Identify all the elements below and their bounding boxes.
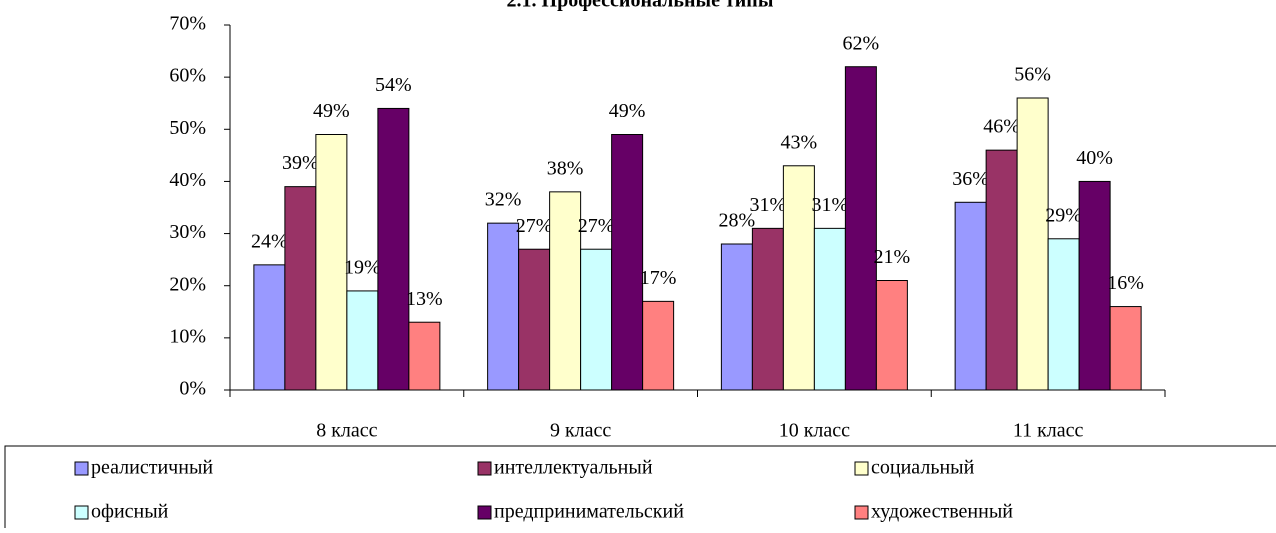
bar [487,222,520,391]
bar [642,300,675,391]
value-label: 24% [251,230,288,252]
value-label: 46% [983,116,1020,138]
legend-label: офисный [91,501,169,523]
y-tick-label: 60% [169,65,206,87]
bar [1047,238,1080,391]
value-label: 49% [313,100,350,122]
value-label: 39% [282,152,319,174]
value-label: 31% [812,194,849,216]
x-tick-label: 8 класс [316,420,377,442]
value-label: 17% [640,267,677,289]
legend-swatch [74,505,89,520]
legend-swatch [74,461,89,476]
value-label: 16% [1107,272,1144,294]
chart-title: 2.1. Профессиональные типы [507,0,774,12]
x-tick-label: 9 класс [550,420,611,442]
value-label: 62% [843,32,880,54]
y-tick-label: 0% [179,378,206,400]
y-tick-label: 10% [169,325,206,347]
bar [408,321,441,391]
value-label: 49% [609,100,646,122]
bar [875,280,908,391]
legend-swatch [477,505,492,520]
value-label: 36% [952,168,989,190]
bar [611,134,644,391]
bar [580,248,613,391]
bar [813,227,846,391]
y-tick-label: 40% [169,169,206,191]
value-label: 27% [578,215,615,237]
bar [782,165,815,391]
bar [954,201,987,391]
bar [720,243,753,391]
bar [549,191,582,391]
x-tick-label: 11 класс [1013,420,1084,442]
value-label: 31% [750,194,787,216]
value-label: 29% [1045,204,1082,226]
y-tick-label: 50% [169,117,206,139]
legend-swatch [854,505,869,520]
value-label: 56% [1014,64,1051,86]
bar [844,66,877,391]
value-label: 28% [719,210,756,232]
value-label: 43% [781,131,818,153]
bar [315,134,348,391]
value-label: 27% [516,215,553,237]
legend-box [4,445,1276,533]
x-tick-label: 10 класс [779,420,850,442]
y-tick-label: 70% [169,13,206,35]
bar [1109,306,1142,391]
legend-label: художественный [871,501,1013,523]
bar [1016,97,1049,391]
legend-label: социальный [871,457,975,479]
value-label: 19% [344,257,381,279]
legend-swatch [477,461,492,476]
value-label: 21% [874,246,911,268]
bar [985,149,1018,391]
bar [253,264,286,391]
value-label: 32% [485,189,522,211]
value-label: 54% [375,74,412,96]
legend-label: реалистичный [91,457,213,479]
legend-label: предпринимательский [494,501,684,523]
legend-swatch [854,461,869,476]
bar [377,107,410,391]
y-tick-label: 30% [169,221,206,243]
bar [346,290,379,391]
bar [751,227,784,391]
value-label: 40% [1076,147,1113,169]
bar [518,248,551,391]
bar [284,186,317,391]
bar [1078,180,1111,391]
value-label: 13% [406,288,443,310]
legend-label: интеллектуальный [494,457,653,479]
value-label: 38% [547,157,584,179]
y-tick-label: 20% [169,273,206,295]
